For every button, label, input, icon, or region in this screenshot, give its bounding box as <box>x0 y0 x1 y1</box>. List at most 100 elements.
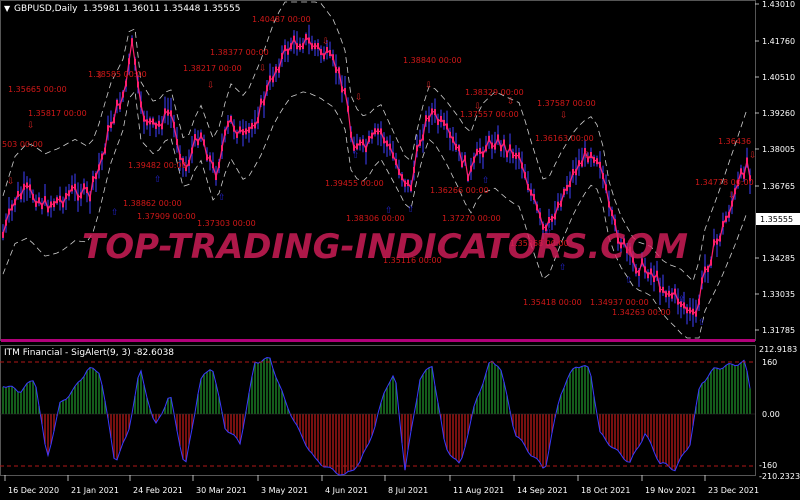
level-label: 1.38217 00:00 <box>183 64 242 73</box>
indicator-axis-label: 160 <box>762 358 777 367</box>
level-label: 1.34778 00:00 <box>695 178 754 187</box>
level-label: 1.36436 <box>718 137 751 146</box>
sell-arrow-icon: ⇩ <box>7 177 15 187</box>
buy-arrow-icon: ⇧ <box>352 151 360 161</box>
buy-arrow-icon: ⇧ <box>482 176 490 186</box>
indicator-axis-label: -210.2323 <box>759 472 800 481</box>
level-label: 1.35868 00:00 <box>510 239 569 248</box>
chart-menu-arrow-icon[interactable]: ▼ <box>4 4 11 13</box>
buy-arrow-icon: ⇧ <box>559 263 567 273</box>
level-label: 1.38329 00:00 <box>465 88 524 97</box>
date-axis-label: 14 Sep 2021 <box>517 486 568 495</box>
envelope-bands <box>2 1 748 339</box>
level-label: 1.35418 00:00 <box>523 298 582 307</box>
buy-arrow-icon: ⇧ <box>154 175 162 185</box>
level-label: 1.37587 00:00 <box>537 99 596 108</box>
level-label: 1.39455 00:00 <box>325 179 384 188</box>
buy-arrow-icon: ⇧ <box>545 228 553 238</box>
date-axis-label: 18 Oct 2021 <box>581 486 630 495</box>
price-axis-label: 1.31785 <box>762 326 795 335</box>
price-candles <box>2 24 751 327</box>
close-price-line <box>2 35 751 315</box>
sell-arrow-icon: ⇩ <box>355 93 363 103</box>
level-label: 1.38306 00:00 <box>346 214 405 223</box>
sell-arrow-icon: ⇩ <box>560 111 568 121</box>
main-pane-bottom-strip <box>1 339 755 342</box>
price-axis-label: 1.39260 <box>762 109 795 118</box>
sell-arrow-icon: ⇩ <box>583 151 591 161</box>
price-axis-label: 1.43010 <box>762 0 795 9</box>
level-label: 1.40487 00:00 <box>252 15 311 24</box>
sell-arrow-icon: ⇩ <box>96 71 104 81</box>
level-label: 503 00:00 <box>2 140 43 149</box>
sell-arrow-icon: ⇩ <box>27 121 35 131</box>
price-axis-label: 1.40510 <box>762 73 795 82</box>
price-axis-label: 1.36765 <box>762 182 795 191</box>
sell-arrow-icon: ⇩ <box>474 102 482 112</box>
watermark-text: TOP-TRADING-INDICATORS.COM <box>82 227 688 267</box>
date-axis-label: 16 Dec 2020 <box>8 486 59 495</box>
level-labels: 1.40487 00:00 1.38377 00:00 1.38585 00:00 1… <box>2 15 754 317</box>
indicator-axis: 212.9183 160 0.00 -160 -210.2323 <box>759 345 800 481</box>
level-label: 1.38862 00:00 <box>123 199 182 208</box>
level-label: 1.38840 00:00 <box>403 56 462 65</box>
date-axis-label: 23 Dec 2021 <box>708 486 759 495</box>
indicator-axis-label: 0.00 <box>762 410 780 419</box>
level-label: 1.34263 00:00 <box>612 308 671 317</box>
buy-arrow-icon: ⇧ <box>218 193 226 203</box>
buy-arrow-icon: ⇧ <box>625 276 633 286</box>
price-axis-label: 1.38005 <box>762 145 795 154</box>
indicator-header: ITM Financial - SigAlert(9, 3) -82.6038 <box>4 348 174 358</box>
sigalert-signal-line <box>2 356 751 476</box>
price-axis-label: 1.41760 <box>762 37 795 46</box>
price-axis: 1.43010 1.41760 1.40510 1.39260 1.38005 1.367… <box>755 0 795 335</box>
sigalert-line <box>2 356 751 476</box>
buy-arrow-icon: ⇧ <box>407 205 415 215</box>
level-label: 1.39482 00:00 <box>128 161 187 170</box>
sell-arrow-icon: ⇩ <box>507 97 515 107</box>
ohlc-values: 1.35981 1.36011 1.35448 1.35555 <box>83 4 240 14</box>
sell-arrow-icon: ⇩ <box>259 64 267 74</box>
symbol-label: GBPUSD,Daily <box>14 4 78 14</box>
lower-band <box>2 90 748 339</box>
date-axis-label: 24 Feb 2021 <box>133 486 183 495</box>
date-axis-label: 11 Aug 2021 <box>453 486 504 495</box>
level-label: 1.36266 00:00 <box>430 186 489 195</box>
signal-arrows: ⇩ ⇩ ⇩ ⇩ ⇩ ⇩ ⇩ ⇩ ⇩ ⇩ ⇩ ⇩ ⇩ ⇩ ⇧ ⇧ ⇧ ⇧ ⇧ ⇧ ⇧ ⇧ ⇧ ⇧ ⇧ ⇧ <box>7 37 757 328</box>
level-label: 1.37909 00:00 <box>137 212 196 221</box>
level-label: 1.37557 00:00 <box>460 110 519 119</box>
sell-arrow-icon: ⇩ <box>749 151 757 161</box>
current-price-label: 1.35555 <box>760 215 793 224</box>
buy-arrow-icon: ⇧ <box>698 318 706 328</box>
date-axis-label: 19 Nov 2021 <box>645 486 696 495</box>
upper-band <box>2 1 748 282</box>
price-axis-label: 1.34285 <box>762 254 795 263</box>
level-label: 1.37270 00:00 <box>442 214 501 223</box>
indicator-pane[interactable] <box>0 345 756 476</box>
sell-arrow-icon: ⇩ <box>425 81 433 91</box>
date-axis-label: 21 Jan 2021 <box>71 486 119 495</box>
level-label: 1.35116 00:00 <box>383 256 442 265</box>
current-price-box <box>756 213 800 225</box>
date-axis-label: 4 Jun 2021 <box>325 486 368 495</box>
date-axis-label: 8 Jul 2021 <box>388 486 428 495</box>
level-label: 1.35665 00:00 <box>8 85 67 94</box>
indicator-axis-label: 212.9183 <box>759 345 797 354</box>
price-axis-label: 1.33035 <box>762 290 795 299</box>
level-label: 1.38585 00:00 <box>88 70 147 79</box>
date-axis-label: 30 Mar 2021 <box>196 486 247 495</box>
sell-arrow-icon: ⇩ <box>728 191 736 201</box>
indicator-axis-label: -160 <box>759 461 777 470</box>
buy-arrow-icon: ⇧ <box>678 295 686 305</box>
buy-arrow-icon: ⇧ <box>385 206 393 216</box>
level-label: 1.35817 00:00 <box>28 109 87 118</box>
date-axis-label: 3 May 2021 <box>261 486 308 495</box>
sell-arrow-icon: ⇩ <box>207 81 215 91</box>
level-label: 1.37303 00:00 <box>197 219 256 228</box>
sell-arrow-icon: ⇩ <box>322 37 330 47</box>
level-label: 1.34937 00:00 <box>590 298 649 307</box>
sigalert-histogram <box>2 357 751 476</box>
buy-arrow-icon: ⇧ <box>111 208 119 218</box>
